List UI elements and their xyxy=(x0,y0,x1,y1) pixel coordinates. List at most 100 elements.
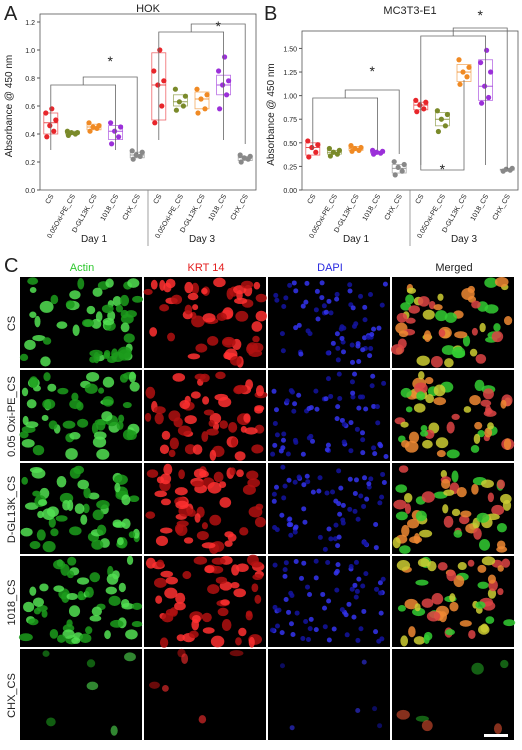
data-point xyxy=(486,94,492,101)
cell xyxy=(73,465,85,475)
cell xyxy=(300,451,306,457)
cell xyxy=(484,427,493,438)
cell xyxy=(347,506,353,512)
data-point xyxy=(313,149,319,155)
cell xyxy=(393,499,407,510)
cell xyxy=(149,327,158,337)
cell xyxy=(293,559,299,565)
cell xyxy=(406,518,420,529)
cell xyxy=(96,524,107,536)
cell xyxy=(331,626,337,632)
cell xyxy=(459,620,472,627)
cell xyxy=(288,621,294,627)
cell xyxy=(441,478,451,489)
cell xyxy=(254,516,266,528)
group-label: Day 1 xyxy=(81,234,108,245)
cell xyxy=(283,560,289,566)
cell xyxy=(475,354,487,364)
box xyxy=(172,94,188,107)
cell xyxy=(346,601,352,607)
cell xyxy=(187,292,199,301)
cell xyxy=(34,315,41,328)
cell xyxy=(42,508,56,520)
cell xyxy=(380,471,386,477)
cell xyxy=(281,495,287,501)
cell xyxy=(417,558,430,568)
y-tick-label: 1.00 xyxy=(283,94,297,101)
data-point xyxy=(151,68,157,74)
cell xyxy=(374,404,380,410)
cell xyxy=(123,333,135,343)
cell xyxy=(398,465,409,473)
cell xyxy=(121,494,131,506)
cell xyxy=(449,593,456,602)
cells xyxy=(271,464,387,552)
cell xyxy=(282,567,288,573)
scale-bar xyxy=(484,734,508,737)
x-tick-label: CHX_CS xyxy=(230,193,250,221)
box xyxy=(194,91,210,110)
cell xyxy=(338,485,344,491)
cell xyxy=(480,399,492,407)
cell xyxy=(354,588,360,594)
cell xyxy=(296,322,302,328)
cell xyxy=(24,502,39,510)
cell xyxy=(169,437,179,450)
cell xyxy=(230,582,240,589)
cell xyxy=(72,324,80,336)
cell xyxy=(65,300,75,309)
cell xyxy=(110,619,124,628)
cell xyxy=(184,304,193,315)
cell xyxy=(274,527,280,533)
cell xyxy=(86,371,100,382)
group-label: Day 1 xyxy=(343,234,370,245)
cell xyxy=(32,444,45,456)
cell xyxy=(207,336,219,346)
cell xyxy=(437,562,448,571)
cell xyxy=(477,581,489,589)
cell xyxy=(48,420,58,430)
significance-star: * xyxy=(440,161,446,177)
cell xyxy=(118,414,125,423)
cell xyxy=(451,508,461,517)
cell xyxy=(271,388,277,394)
cell xyxy=(213,471,224,483)
cell xyxy=(310,489,316,495)
data-point xyxy=(139,149,145,155)
data-point xyxy=(479,100,485,106)
cell xyxy=(120,599,130,608)
x-tick-label: CHX_CS xyxy=(492,193,512,221)
cell xyxy=(71,392,79,402)
cell xyxy=(367,292,373,298)
cell xyxy=(471,327,478,336)
cells xyxy=(42,650,136,736)
cell xyxy=(376,638,382,644)
cell xyxy=(69,399,82,410)
cell xyxy=(161,430,171,440)
cell xyxy=(334,587,340,593)
cell xyxy=(48,517,56,528)
cell xyxy=(362,335,368,341)
cell xyxy=(364,496,370,502)
cell xyxy=(446,569,457,582)
cell xyxy=(241,280,254,289)
cell xyxy=(281,304,287,310)
cell xyxy=(314,288,320,294)
cell xyxy=(283,597,289,603)
cell xyxy=(459,515,470,525)
cell xyxy=(355,708,361,714)
cell xyxy=(82,503,90,514)
cell xyxy=(250,561,263,568)
cell xyxy=(372,706,378,712)
cell xyxy=(294,610,300,616)
cell xyxy=(46,717,56,727)
cell xyxy=(341,439,347,445)
cell xyxy=(415,715,429,722)
cell xyxy=(145,511,156,519)
cell xyxy=(413,403,426,413)
cell xyxy=(202,396,210,405)
cell xyxy=(348,420,354,426)
cell xyxy=(56,475,67,488)
cell xyxy=(195,343,208,353)
cell xyxy=(431,593,444,605)
